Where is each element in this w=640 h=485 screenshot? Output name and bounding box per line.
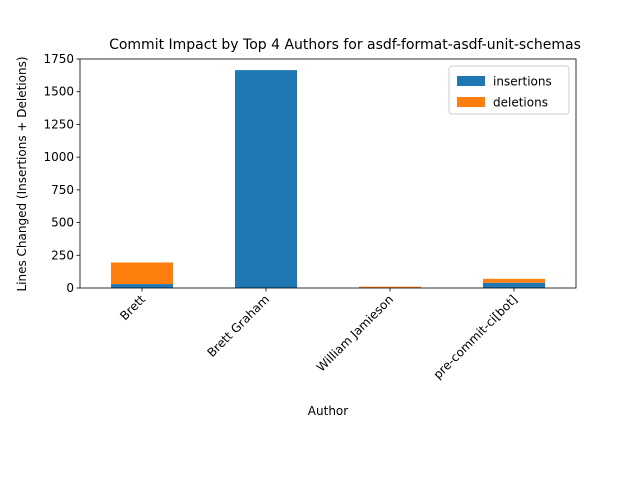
legend-swatch-insertions xyxy=(457,76,485,86)
bar-deletions-0 xyxy=(111,262,173,284)
bar-deletions-2 xyxy=(359,287,421,288)
y-tick-label-7: 1750 xyxy=(43,52,74,66)
chart-title: Commit Impact by Top 4 Authors for asdf-… xyxy=(109,37,581,53)
y-tick-label-3: 750 xyxy=(51,183,74,197)
y-axis-label: Lines Changed (Insertions + Deletions) xyxy=(15,56,29,291)
legend-swatch-deletions xyxy=(457,97,485,107)
y-tick-label-0: 0 xyxy=(66,281,74,295)
bar-deletions-3 xyxy=(483,279,545,283)
y-tick-label-6: 1500 xyxy=(43,85,74,99)
bar-insertions-1 xyxy=(235,70,297,288)
x-tick-label-2: William Jamieson xyxy=(314,292,396,374)
x-tick-label-0: Brett xyxy=(117,292,148,323)
bar-insertions-0 xyxy=(111,284,173,288)
legend-label-deletions: deletions xyxy=(493,96,548,110)
x-tick-label-3: pre-commit-ci[bot] xyxy=(431,292,521,382)
bar-insertions-3 xyxy=(483,283,545,288)
y-tick-label-5: 1250 xyxy=(43,117,74,131)
x-tick-label-1: Brett Graham xyxy=(204,292,272,360)
x-axis-label: Author xyxy=(308,404,348,418)
y-tick-label-2: 500 xyxy=(51,216,74,230)
y-tick-label-1: 250 xyxy=(51,248,74,262)
y-tick-label-4: 1000 xyxy=(43,150,74,164)
legend: insertions deletions xyxy=(449,66,569,114)
legend-label-insertions: insertions xyxy=(493,75,552,89)
